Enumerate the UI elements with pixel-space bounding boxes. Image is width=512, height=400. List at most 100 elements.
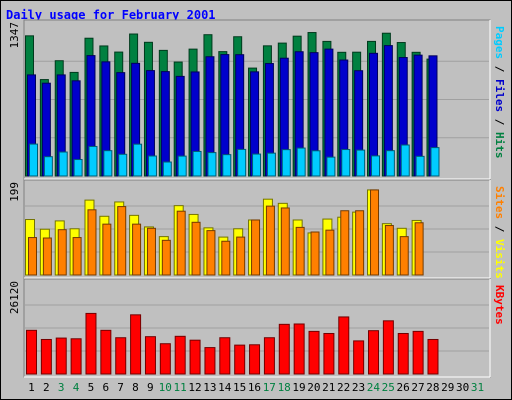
day-label-23: 23: [352, 381, 365, 394]
bar-kbytes-day-13: [204, 347, 216, 375]
bar-sites-day-13: [206, 230, 216, 276]
legend-entry: /: [493, 112, 506, 132]
bar-pages-day-28: [430, 147, 440, 177]
bar-kbytes-day-15: [234, 344, 246, 375]
bar-kbytes-day-27: [412, 330, 424, 375]
bar-kbytes-day-8: [130, 314, 142, 375]
bar-pages-day-1: [29, 143, 38, 177]
bar-pages-day-26: [400, 144, 410, 177]
bar-kbytes-day-12: [189, 339, 201, 375]
day-label-30: 30: [456, 381, 469, 394]
bar-pages-day-4: [73, 159, 83, 177]
bar-pages-day-15: [237, 148, 247, 177]
max-label-kbytes: 26120: [8, 281, 21, 314]
legend-hits-files-pages: Pages / Files / Hits: [493, 26, 506, 159]
max-label-visits-sites: 199: [8, 182, 21, 202]
day-label-1: 1: [28, 381, 35, 394]
bar-sites-day-14: [221, 240, 231, 276]
day-label-28: 28: [426, 381, 439, 394]
bar-kbytes-day-22: [338, 316, 350, 375]
bar-pages-day-22: [341, 149, 351, 177]
bar-sites-day-27: [414, 222, 424, 276]
bar-kbytes-day-18: [278, 323, 290, 375]
bar-pages-day-11: [177, 155, 187, 177]
bar-sites-day-22: [340, 210, 350, 276]
day-label-27: 27: [411, 381, 424, 394]
bar-kbytes-day-23: [353, 340, 365, 375]
legend-entry: Sites: [493, 186, 506, 219]
day-label-4: 4: [73, 381, 80, 394]
bar-kbytes-day-28: [427, 338, 439, 375]
bar-kbytes-day-20: [308, 330, 320, 375]
day-label-29: 29: [441, 381, 454, 394]
bar-kbytes-day-2: [40, 338, 52, 375]
day-label-31: 31: [471, 381, 484, 394]
day-label-21: 21: [322, 381, 335, 394]
day-label-9: 9: [147, 381, 154, 394]
day-label-26: 26: [397, 381, 410, 394]
bar-sites-day-4: [72, 237, 82, 276]
bar-sites-day-25: [384, 225, 394, 276]
bar-sites-day-24: [370, 189, 380, 276]
day-label-13: 13: [203, 381, 216, 394]
bar-pages-day-10: [162, 161, 172, 177]
bar-sites-day-16: [251, 219, 261, 276]
legend-kbytes: KBytes: [493, 285, 506, 325]
bar-pages-day-27: [415, 155, 425, 177]
day-label-5: 5: [88, 381, 95, 394]
bar-kbytes-day-17: [263, 337, 275, 375]
bar-kbytes-day-16: [249, 344, 261, 375]
day-label-22: 22: [337, 381, 350, 394]
bar-pages-day-14: [222, 154, 232, 177]
bar-sites-day-18: [280, 207, 290, 276]
bar-pages-day-21: [326, 156, 336, 177]
bar-sites-day-8: [132, 223, 142, 276]
bar-kbytes-day-25: [382, 320, 394, 375]
bar-pages-day-16: [252, 153, 262, 177]
bar-pages-day-20: [311, 150, 321, 177]
day-label-19: 19: [292, 381, 305, 394]
bar-sites-day-23: [355, 210, 365, 276]
bar-kbytes-day-26: [397, 332, 409, 375]
bar-sites-day-9: [146, 227, 156, 276]
legend-entry: Hits: [493, 132, 506, 159]
bar-sites-day-10: [161, 239, 171, 276]
bar-sites-day-6: [102, 223, 112, 276]
max-label-hits-files-pages: 1347: [8, 22, 21, 49]
legend-entry: Visits: [493, 239, 506, 279]
bar-sites-day-2: [42, 237, 52, 276]
bar-sites-day-21: [325, 229, 335, 276]
day-label-7: 7: [117, 381, 124, 394]
legend-entry: Pages: [493, 26, 506, 59]
bar-pages-day-3: [58, 151, 68, 177]
bar-kbytes-day-6: [100, 329, 112, 375]
bar-sites-day-5: [87, 209, 97, 276]
bar-pages-day-7: [118, 153, 128, 177]
day-label-6: 6: [102, 381, 109, 394]
bar-pages-day-8: [133, 143, 143, 177]
day-label-24: 24: [367, 381, 381, 394]
bar-pages-day-19: [296, 147, 306, 177]
bar-pages-day-25: [385, 150, 395, 177]
bar-sites-day-20: [310, 231, 320, 276]
bar-kbytes-day-3: [55, 337, 67, 375]
bar-pages-day-9: [147, 155, 157, 177]
bar-sites-day-17: [265, 205, 275, 276]
bar-sites-day-3: [57, 229, 67, 276]
day-label-18: 18: [278, 381, 291, 394]
bar-sites-day-7: [117, 206, 127, 276]
bar-sites-day-11: [176, 210, 186, 276]
day-label-15: 15: [233, 381, 246, 394]
bar-kbytes-day-10: [159, 343, 171, 375]
bar-pages-day-17: [266, 152, 276, 177]
bar-pages-day-12: [192, 150, 202, 177]
bar-pages-day-18: [281, 149, 291, 177]
bar-kbytes-day-4: [70, 338, 82, 375]
chart-title: Daily usage for February 2001: [6, 8, 216, 22]
bar-pages-day-2: [43, 156, 53, 177]
day-label-2: 2: [43, 381, 50, 394]
day-label-3: 3: [58, 381, 65, 394]
day-label-16: 16: [248, 381, 261, 394]
bar-sites-day-26: [399, 236, 409, 276]
